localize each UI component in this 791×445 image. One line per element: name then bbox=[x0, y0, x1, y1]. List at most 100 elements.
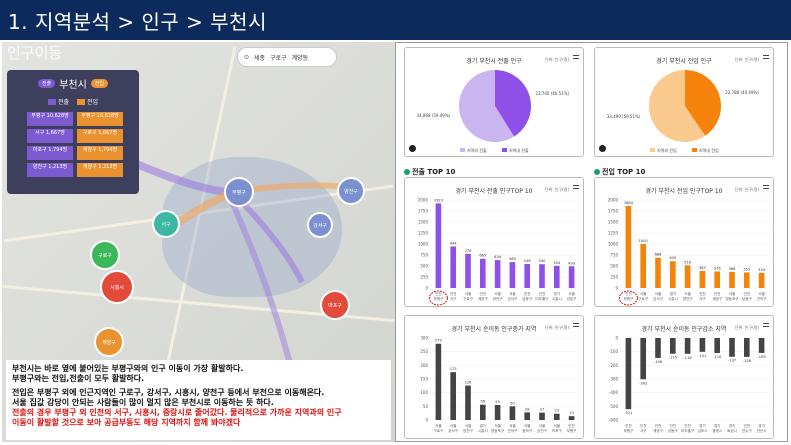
menu-icon[interactable] bbox=[573, 185, 579, 189]
section-dot-icon bbox=[594, 169, 600, 175]
category-label: 인천 bbox=[699, 291, 706, 296]
region-bubble[interactable]: 부평구 bbox=[224, 177, 254, 207]
bar-out-card: 경기 부천시 전출 인구TOP 10 단위: 인구(명) 0 250 500 750 1… bbox=[404, 177, 584, 307]
bar bbox=[743, 272, 750, 288]
data-label: 516 bbox=[684, 260, 692, 264]
tick-label: 750 bbox=[420, 253, 428, 258]
data-label: 504 bbox=[553, 261, 561, 265]
map-filter-bar[interactable]: ⊙ 세종 구로구 계양동 bbox=[237, 47, 337, 67]
filter-3[interactable]: 계양동 bbox=[291, 54, 309, 62]
category-label: 마포구 bbox=[552, 428, 563, 433]
data-label: 50 bbox=[510, 401, 515, 405]
tick-label: 500 bbox=[420, 264, 428, 269]
bar bbox=[524, 263, 531, 288]
region-bubble[interactable]: 서구 bbox=[152, 210, 180, 238]
bar bbox=[568, 266, 575, 288]
category-label: 인천 bbox=[568, 423, 575, 428]
tick-label: -500 bbox=[609, 404, 619, 409]
category-label: 구로구 bbox=[638, 297, 649, 301]
tick-label: 1000 bbox=[418, 242, 429, 247]
category-label: 인천 bbox=[625, 291, 632, 296]
data-label: -302 bbox=[639, 381, 647, 385]
category-label: 양천구 bbox=[683, 296, 694, 301]
tick-label: 300 bbox=[420, 336, 428, 341]
pie-slice bbox=[495, 70, 531, 137]
bar bbox=[465, 253, 471, 288]
region-bubble[interactable]: 구로구 bbox=[90, 240, 120, 270]
category-label: 서울 bbox=[684, 291, 691, 296]
tick-label: -200 bbox=[609, 363, 619, 368]
page-title: 1. 지역분석 > 인구 > 부천시 bbox=[8, 10, 267, 34]
category-label: 남동구 bbox=[522, 296, 533, 301]
category-label: 경기 bbox=[714, 423, 721, 428]
data-label: 368 bbox=[729, 267, 737, 271]
chart-unit: 단위: 인구(명) bbox=[734, 57, 759, 62]
out-cell: 양천구 1,213명 bbox=[27, 163, 73, 177]
legend-in: 전입 bbox=[77, 97, 98, 106]
filter-1[interactable]: 세종 bbox=[254, 54, 266, 62]
filter-2[interactable]: 구로구 bbox=[270, 54, 287, 62]
category-label: 구로구 bbox=[463, 297, 474, 301]
bar bbox=[669, 338, 676, 354]
bar bbox=[655, 257, 661, 288]
bar-net-up-card: 경기 부천시 순이동 인구증가 지역 단위: 인구(명) 0 50 100 150 20… bbox=[404, 315, 584, 439]
region-bubble[interactable]: 계양구 bbox=[94, 327, 124, 357]
tick-label: 1000 bbox=[608, 242, 619, 247]
region-bubble[interactable]: 양천구 bbox=[337, 177, 365, 205]
tick-label: 250 bbox=[420, 349, 428, 354]
data-label: 688 bbox=[655, 253, 663, 257]
bar bbox=[509, 262, 516, 288]
out-cell: 부평구 10,628명 bbox=[27, 112, 73, 126]
section-dot-icon bbox=[404, 169, 410, 175]
tick-label: 1500 bbox=[418, 220, 429, 225]
category-label: 서울 bbox=[494, 423, 501, 428]
category-label: 서울 bbox=[568, 291, 575, 296]
data-label: -110 bbox=[713, 355, 722, 359]
category-label: 서울 bbox=[729, 291, 736, 296]
data-label: 776 bbox=[465, 249, 473, 253]
legend-swatch bbox=[650, 148, 655, 152]
category-label: 서울 bbox=[494, 291, 501, 296]
desc-line: 전입은 부평구 외에 인근지역인 구로구, 강서구, 시흥시, 양천구 등에서 … bbox=[12, 388, 325, 397]
pie-label: 33,499 (59.51%) bbox=[607, 114, 641, 119]
category-label: 서울 bbox=[539, 423, 546, 428]
category-label: 서구 bbox=[640, 428, 647, 433]
category-label: 부평구 bbox=[623, 428, 634, 433]
menu-icon[interactable] bbox=[763, 55, 769, 59]
in-toggle[interactable]: 전입 bbox=[90, 79, 108, 88]
region-bubble[interactable]: 시흥시 bbox=[100, 270, 134, 304]
bar bbox=[684, 338, 691, 354]
category-label: 구로구 bbox=[433, 429, 444, 433]
bar bbox=[465, 385, 471, 420]
category-label: 서울 bbox=[450, 423, 457, 428]
tick-label: 150 bbox=[420, 377, 428, 382]
region-bubble[interactable]: 강서구 bbox=[307, 212, 333, 238]
in-cell: 부평구 10,628명 bbox=[77, 112, 123, 126]
chart-unit: 단위: 인구(명) bbox=[734, 187, 759, 192]
region-bubble[interactable]: 마포구 bbox=[320, 290, 350, 320]
tick-label: 1250 bbox=[418, 231, 429, 236]
data-label: 353 bbox=[743, 267, 750, 271]
data-label: -521 bbox=[624, 411, 632, 415]
bar bbox=[758, 338, 765, 353]
chart-title: 경기 부천시 전출 인구 bbox=[466, 58, 522, 65]
category-label: 영등포구 bbox=[725, 296, 739, 301]
pie-in-card: 경기 부천시 전입 인구 단위: 인구(명) 33,499 (59.51%) 22… bbox=[594, 47, 774, 157]
tick-label: 250 bbox=[610, 275, 618, 280]
category-label: 금천구 bbox=[537, 428, 548, 433]
menu-icon[interactable] bbox=[763, 185, 769, 189]
out-toggle[interactable]: 전출 bbox=[37, 79, 56, 88]
category-label: 부평구 bbox=[433, 296, 444, 301]
category-label: 양천구 bbox=[463, 428, 474, 433]
tick-label: 200 bbox=[420, 363, 428, 368]
section-out-top10: 전출 TOP 10 bbox=[404, 167, 455, 177]
category-label: 인천 bbox=[625, 423, 632, 428]
menu-icon[interactable] bbox=[573, 55, 579, 59]
bar bbox=[479, 404, 486, 420]
tick-label: -100 bbox=[609, 349, 619, 354]
highlight-circle bbox=[618, 290, 638, 306]
menu-icon[interactable] bbox=[763, 323, 769, 327]
category-label: 서울 bbox=[655, 291, 662, 296]
menu-icon[interactable] bbox=[573, 323, 579, 327]
